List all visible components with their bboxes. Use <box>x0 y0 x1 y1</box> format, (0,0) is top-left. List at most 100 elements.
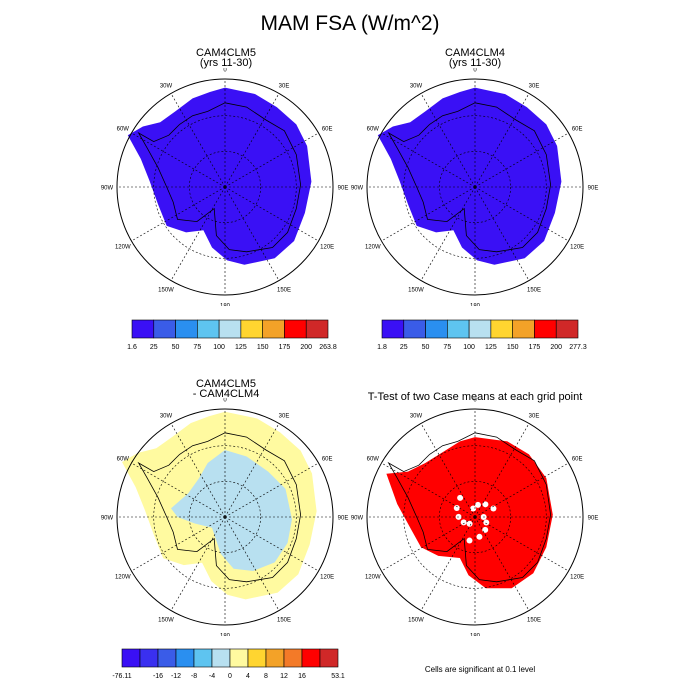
colorbar-box <box>262 319 285 339</box>
longitude-label: 30E <box>529 413 540 419</box>
meridian-line <box>420 516 476 611</box>
colorbar-label: 175 <box>529 344 541 351</box>
colorbar-1: 1.6 25 50 75 100 125 150 175 200 263.8 <box>127 319 337 351</box>
colorbar-box <box>490 319 513 339</box>
panel-3-title: CAM4CLM5 - CAM4CLM4 <box>126 378 326 400</box>
colorbar-label: 125 <box>235 344 247 351</box>
longitude-label: 120E <box>570 575 584 581</box>
panel-1-title-line1: CAM4CLM5 <box>196 47 256 59</box>
latitude-ring <box>403 115 547 259</box>
longitude-label: 30W <box>160 83 173 89</box>
meridian-line <box>224 132 319 188</box>
latitude-ring <box>189 151 261 223</box>
insignificant-gap <box>483 519 490 526</box>
colorbar-label: 1.8 <box>377 344 387 351</box>
latitude-ring <box>439 481 511 553</box>
colorbar-2: 1.8 25 50 75 100 125 150 175 200 277.3 <box>377 319 587 351</box>
negative-diff-fill <box>171 450 292 571</box>
insignificant-gap <box>490 505 497 512</box>
colorbar-label: 150 <box>507 344 519 351</box>
field-fill <box>127 87 312 265</box>
longitude-label: 60E <box>322 457 333 463</box>
coastline <box>387 432 552 583</box>
meridian-line <box>224 93 280 188</box>
longitude-label: 120E <box>320 575 334 581</box>
insignificant-gap <box>466 537 473 544</box>
longitude-label: 180 <box>470 304 481 307</box>
longitude-label: 150W <box>408 618 424 624</box>
colorbar-label: 200 <box>550 344 562 351</box>
panel-2-title-line2: (yrs 11-30) <box>448 57 502 69</box>
longitude-label: 60W <box>367 127 380 133</box>
map-border <box>116 408 334 626</box>
colorbar-box <box>319 648 339 668</box>
panel-3-title-line2: - CAM4CLM4 <box>192 388 260 400</box>
colorbar-label: 200 <box>300 344 312 351</box>
insignificant-gap <box>476 533 483 540</box>
longitude-label: 120W <box>365 575 381 581</box>
insignificant-gap <box>482 526 489 533</box>
significant-cells <box>386 437 553 589</box>
longitude-label: 90W <box>351 516 364 522</box>
colorbar-box <box>131 319 155 339</box>
meridian-line <box>474 516 530 611</box>
colorbar-box <box>121 648 141 668</box>
colorbar-label: 277.3 <box>569 344 587 351</box>
longitude-label: 180 <box>220 304 231 307</box>
longitude-label: 150W <box>158 288 174 294</box>
longitude-label: 90W <box>351 186 364 192</box>
panel-4-title: T-Test of two Case means at each grid po… <box>355 391 595 403</box>
colorbar-box <box>301 648 321 668</box>
colorbar-label: -8 <box>191 673 197 680</box>
meridian-line <box>224 516 319 572</box>
meridian-line <box>131 132 226 188</box>
colorbar-label: 263.8 <box>319 344 337 351</box>
colorbar-label: -12 <box>171 673 181 680</box>
map-border <box>366 78 584 296</box>
colorbar-label: 75 <box>193 344 201 351</box>
longitude-label: 0 <box>473 68 477 74</box>
colorbar-box <box>153 319 176 339</box>
meridian-line <box>224 186 280 281</box>
colorbar-label: 53.1 <box>331 673 345 680</box>
colorbar-box <box>218 319 242 339</box>
colorbar-label: 8 <box>264 673 268 680</box>
longitude-label: 60E <box>572 127 583 133</box>
colorbar-box <box>403 319 426 339</box>
panel-4-title-line1: T-Test of two Case means at each grid po… <box>367 391 583 403</box>
longitude-label: 60E <box>322 127 333 133</box>
longitude-label: 60W <box>367 457 380 463</box>
colorbar-box <box>305 319 329 339</box>
latitude-ring <box>153 445 297 589</box>
panel-3-title-line1: CAM4CLM5 <box>196 378 256 390</box>
colorbar-label: 100 <box>213 344 225 351</box>
colorbar-label: 25 <box>150 344 158 351</box>
colorbar-label: 12 <box>280 673 288 680</box>
colorbar-box <box>447 319 470 339</box>
longitude-label: 120W <box>115 575 131 581</box>
longitude-label: 30E <box>279 413 290 419</box>
longitude-label: 150E <box>277 618 291 624</box>
insignificant-gap <box>482 501 489 508</box>
longitude-label: 150W <box>158 618 174 624</box>
longitude-label: 90E <box>338 516 349 522</box>
latitude-ring <box>439 151 511 223</box>
colorbar-box <box>265 648 285 668</box>
longitude-label: 120W <box>115 245 131 251</box>
meridian-line <box>131 462 226 518</box>
significance-footnote: Cells are significant at 0.1 level <box>424 665 536 674</box>
latitude-ring <box>189 481 261 553</box>
colorbar-label: 75 <box>443 344 451 351</box>
colorbar-box <box>157 648 177 668</box>
meridian-line <box>131 516 226 572</box>
longitude-label: 120E <box>570 245 584 251</box>
colorbar-box <box>381 319 405 339</box>
meridian-line <box>224 462 319 518</box>
colorbar-label: -76.11 <box>112 673 131 680</box>
longitude-label: 150W <box>408 288 424 294</box>
meridian-line <box>474 186 530 281</box>
colorbar-box <box>555 319 579 339</box>
insignificant-gap <box>466 520 473 527</box>
meridian-line <box>131 186 226 242</box>
longitude-label: 180 <box>470 634 481 637</box>
